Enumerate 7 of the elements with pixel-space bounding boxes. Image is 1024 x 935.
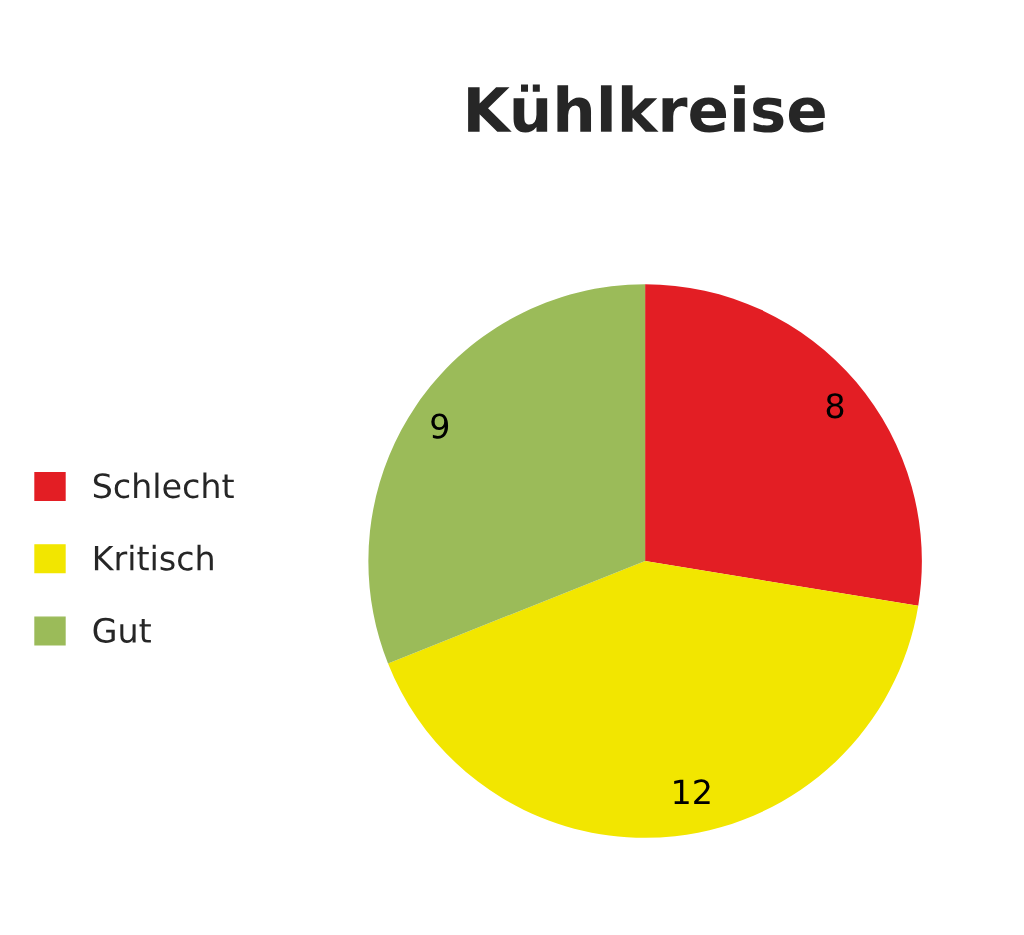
legend-label: Kritisch (94, 544, 213, 571)
chart-title: Kühlkreise (468, 84, 825, 133)
legend-label: Schlecht (93, 472, 234, 499)
data-label: 8 (826, 393, 844, 419)
data-label: 9 (431, 413, 449, 439)
data-label: 12 (674, 779, 710, 805)
legend-label: Gut (93, 617, 151, 643)
